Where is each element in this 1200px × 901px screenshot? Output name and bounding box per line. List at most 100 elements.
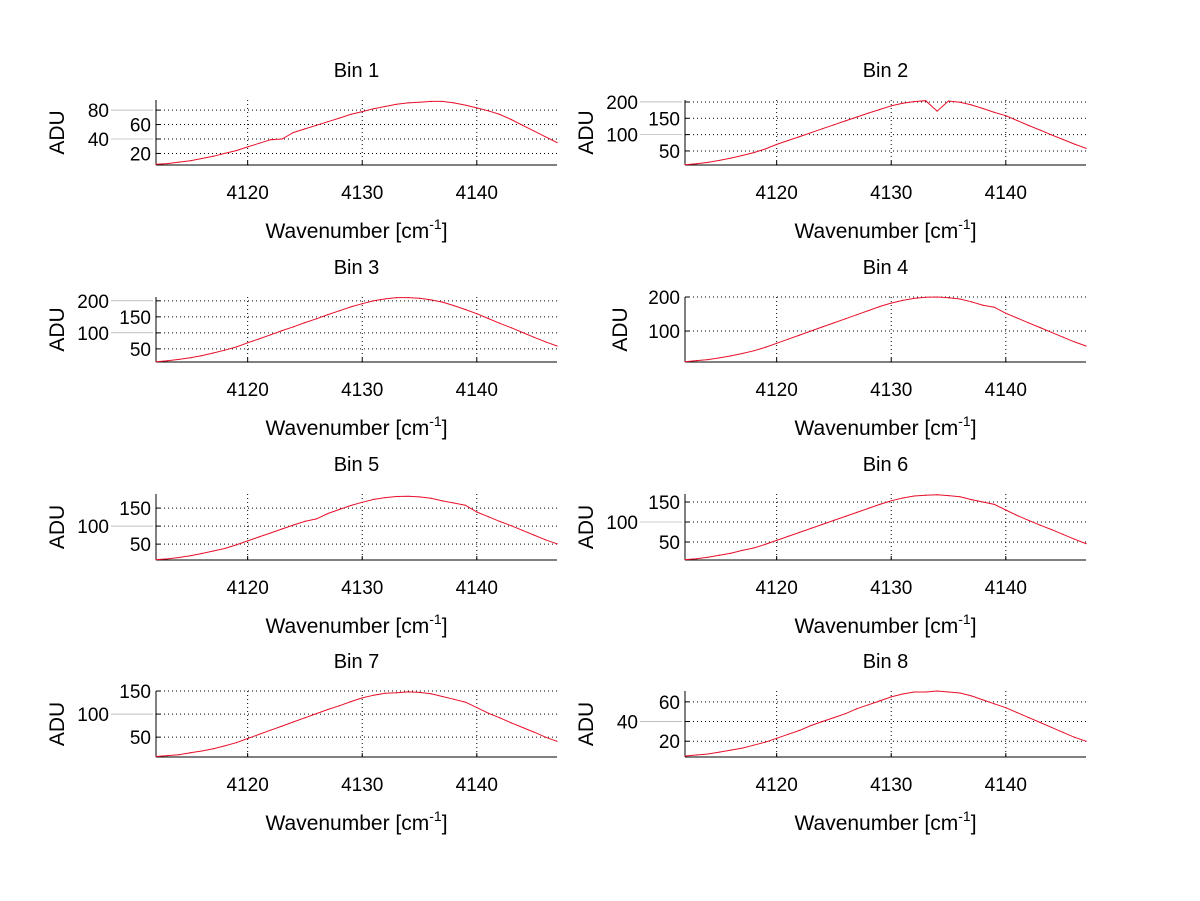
y-tick-label: 100	[606, 513, 638, 534]
x-axis-label: Wavenumber [cm-1]	[794, 611, 976, 638]
data-point	[269, 334, 272, 336]
data-point	[684, 361, 686, 363]
data-point	[925, 296, 927, 298]
data-point	[224, 547, 226, 550]
data-point	[258, 536, 260, 538]
x-axis-label-text: Wavenumber [cm	[794, 417, 958, 440]
data-point	[384, 105, 386, 108]
data-point	[821, 523, 824, 526]
data-point	[487, 110, 489, 112]
x-axis-label: Wavenumber [cm-1]	[794, 413, 976, 440]
data-point	[741, 154, 743, 157]
x-axis-label: Wavenumber [cm-1]	[265, 611, 447, 638]
data-point	[212, 155, 214, 157]
x-tick-label: 4130	[870, 380, 912, 401]
data-point	[522, 331, 524, 334]
data-point	[544, 736, 547, 738]
data-point	[695, 558, 698, 560]
y-axis-label: ADU	[575, 110, 598, 154]
data-point	[1051, 726, 1053, 729]
data-point	[533, 130, 535, 132]
data-point	[315, 518, 317, 520]
data-point	[281, 330, 283, 332]
y-tick-label: 50	[130, 340, 151, 361]
x-tick-label: 4120	[756, 578, 798, 599]
x-tick-label: 4140	[985, 578, 1027, 599]
data-point	[936, 494, 938, 496]
data-point	[212, 748, 214, 750]
data-point	[741, 747, 743, 749]
data-point	[533, 534, 535, 536]
data-point	[730, 749, 732, 751]
data-point	[970, 499, 973, 501]
data-point	[856, 314, 858, 316]
data-point	[1016, 712, 1018, 714]
data-point	[350, 701, 352, 703]
data-point	[464, 701, 466, 703]
data-point	[361, 697, 363, 699]
data-point	[890, 500, 892, 502]
data-point	[1039, 524, 1041, 526]
data-point	[269, 139, 272, 141]
data-point	[396, 103, 398, 105]
data-point	[430, 100, 432, 103]
data-point	[166, 755, 169, 757]
y-tick-label: 40	[617, 713, 638, 734]
data-point	[947, 297, 950, 299]
data-point	[1016, 515, 1018, 517]
y-axis-label: ADU	[46, 702, 69, 746]
data-point	[718, 751, 720, 753]
data-point	[1005, 312, 1007, 314]
x-tick-label: 4120	[227, 380, 269, 401]
data-point	[1085, 345, 1087, 347]
y-axis-label: ADU	[609, 307, 632, 351]
data-point	[155, 559, 157, 561]
data-point	[821, 720, 824, 723]
subplot-title: Bin 1	[334, 60, 380, 82]
subplot-title: Bin 3	[334, 257, 380, 279]
y-tick-label: 150	[119, 682, 151, 703]
data-point	[925, 691, 927, 693]
data-point	[407, 495, 409, 497]
data-point	[418, 496, 421, 498]
spectrum-line	[155, 297, 558, 363]
data-point	[844, 318, 847, 320]
data-point	[959, 298, 961, 300]
data-point	[993, 111, 995, 114]
x-axis-label-end: ]	[442, 615, 448, 638]
data-point	[913, 101, 915, 103]
data-point	[695, 360, 698, 362]
data-point	[833, 716, 835, 719]
data-point	[959, 496, 961, 498]
data-point	[959, 101, 961, 103]
x-axis-label-superscript: -1	[429, 808, 442, 824]
x-tick-label: 4140	[456, 775, 498, 796]
data-point	[292, 524, 295, 526]
data-point	[499, 520, 501, 523]
data-point	[373, 300, 375, 302]
data-point	[384, 497, 386, 499]
data-point	[730, 552, 732, 554]
data-point	[292, 326, 295, 328]
data-point	[453, 502, 455, 504]
data-point	[464, 308, 466, 311]
data-point	[993, 503, 995, 505]
data-point	[247, 737, 249, 740]
data-point	[959, 692, 961, 694]
data-point	[155, 361, 157, 363]
x-axis-label: Wavenumber [cm-1]	[265, 808, 447, 835]
data-point	[327, 708, 329, 711]
y-axis-label: ADU	[46, 307, 69, 351]
data-point	[833, 124, 835, 126]
data-point	[741, 549, 743, 552]
data-point	[247, 342, 249, 344]
x-axis-label-text: Wavenumber [cm	[265, 615, 429, 638]
data-point	[407, 297, 409, 299]
data-point	[189, 160, 191, 162]
data-point	[155, 755, 157, 758]
data-point	[476, 107, 478, 109]
x-tick-label: 4130	[341, 183, 383, 204]
subplot-title: Bin 4	[863, 257, 909, 279]
data-point	[418, 101, 421, 103]
data-point	[1016, 317, 1018, 319]
